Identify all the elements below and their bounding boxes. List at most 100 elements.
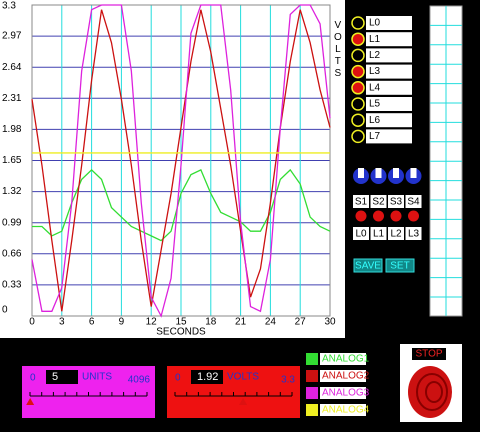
stop-label-bg (412, 348, 446, 360)
meter-min: 0 (30, 373, 36, 384)
x-tick-label: 18 (205, 317, 217, 328)
stop-button[interactable] (408, 366, 452, 418)
y-tick-label: 1.98 (2, 124, 22, 135)
legend-label: ANALOG4 (322, 405, 370, 416)
led-label-box (366, 113, 412, 128)
led-label: L5 (369, 99, 381, 110)
output-label: L3 (408, 229, 420, 240)
meter-units: VOLTS (227, 372, 259, 383)
led-label: L1 (369, 34, 381, 45)
toggle-lever[interactable] (410, 168, 417, 178)
legend-label-box (320, 353, 366, 365)
output-led (390, 210, 402, 222)
toggle-lever[interactable] (393, 168, 399, 178)
switch-label: S1 (355, 197, 368, 208)
led-label: L3 (369, 66, 381, 77)
stop-label: STOP (415, 349, 442, 360)
output-led (408, 210, 419, 222)
led (351, 97, 365, 111)
x-tick-label: 24 (265, 317, 277, 328)
series-line (32, 168, 331, 242)
led (351, 48, 365, 63)
button[interactable] (353, 258, 383, 273)
output-label-box (405, 227, 422, 240)
y-tick-label: 0.99 (2, 217, 22, 228)
button[interactable] (385, 258, 415, 273)
y-tick-label: 0 (2, 305, 8, 316)
meter-pointer (239, 398, 248, 405)
legend-label-box (320, 370, 366, 382)
legend-swatch (306, 370, 318, 382)
output-led (355, 210, 367, 222)
legend-swatch (306, 387, 318, 399)
led-label-box (366, 48, 412, 63)
x-tick-label: 30 (324, 317, 336, 328)
meter-value-box (191, 370, 223, 384)
output-label: L0 (355, 229, 367, 240)
led-label-box (366, 32, 412, 47)
plot-frame (31, 4, 331, 317)
legend-label-box (320, 404, 366, 416)
switch-label-box (370, 195, 387, 208)
output-led (373, 210, 384, 222)
button-label[interactable]: SET (390, 261, 409, 272)
y-tick-label: 3.3 (2, 1, 16, 12)
meter-units: UNITS (82, 372, 112, 383)
led (351, 81, 365, 95)
output-label-box (370, 227, 387, 240)
legend-swatch (306, 404, 318, 416)
stop-knob[interactable] (408, 366, 452, 418)
legend-swatch (306, 353, 318, 365)
toggle-lever[interactable] (358, 168, 364, 178)
switch-label-box (405, 195, 422, 208)
led-label: L2 (369, 50, 381, 61)
x-tick-label: 6 (89, 317, 95, 328)
led (351, 32, 365, 46)
x-tick-label: 0 (29, 317, 35, 328)
led (351, 113, 365, 127)
meter-value: 5 (52, 371, 58, 383)
output-label-box (353, 227, 369, 240)
led (351, 64, 365, 79)
y-tick-label: 2.97 (2, 31, 22, 42)
led-label: L4 (369, 82, 381, 93)
y-tick-label: 0.66 (2, 248, 22, 259)
x-tick-label: 12 (146, 317, 158, 328)
switch-label-box (353, 195, 369, 208)
x-tick-label: 21 (235, 317, 247, 328)
output-label: L2 (390, 229, 402, 240)
x-axis-label: SECONDS (156, 327, 206, 338)
switch-label-box (388, 195, 404, 208)
switch-label: S4 (407, 197, 420, 208)
x-tick-label: 15 (175, 317, 187, 328)
meter-max: 4096 (128, 375, 151, 386)
meter-min: 0 (175, 373, 181, 384)
switch-label: S3 (390, 197, 403, 208)
y-tick-label: 1.65 (2, 155, 22, 166)
y-tick-label: 1.32 (2, 186, 22, 197)
led-label: L0 (369, 18, 381, 29)
meter-value: 1.92 (197, 371, 218, 383)
meter-value-box (46, 370, 78, 384)
y-axis-label: VOLTS (332, 20, 343, 80)
y-tick-label: 2.31 (2, 93, 22, 104)
x-tick-label: 9 (119, 317, 125, 328)
led-label-box (366, 129, 412, 144)
legend-label: ANALOG3 (322, 388, 370, 399)
stop-ring (425, 381, 443, 403)
led-label-box (366, 16, 412, 30)
y-tick-label: 0.33 (2, 280, 22, 291)
led-label-box (366, 97, 412, 111)
stop-ring (416, 373, 448, 411)
legend-label: ANALOG1 (322, 354, 370, 365)
legend-label-box (320, 387, 366, 399)
switch-label: S2 (372, 197, 385, 208)
button-label[interactable]: SAVE (355, 261, 381, 272)
led-label-box (366, 64, 412, 79)
x-tick-label: 3 (59, 317, 65, 328)
toggle-lever[interactable] (375, 168, 382, 178)
meter-max: 3.3 (281, 375, 295, 386)
led-label: L6 (369, 115, 381, 126)
led (351, 16, 365, 30)
